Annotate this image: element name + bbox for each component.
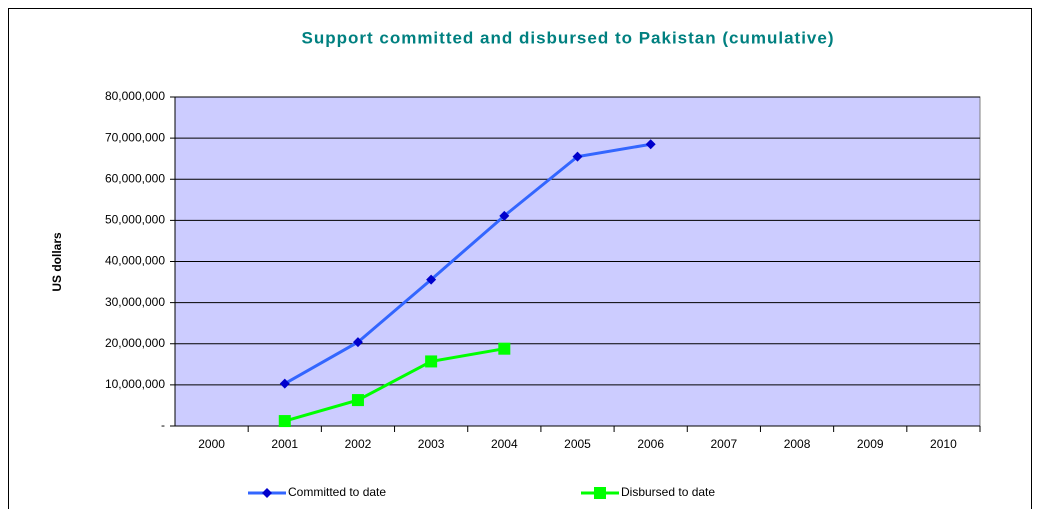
marker xyxy=(279,378,290,389)
y-axis-label: US dollars xyxy=(50,232,64,292)
marker xyxy=(499,210,510,221)
y-tick-label: 40,000,000 xyxy=(105,254,165,268)
x-tick-label: 2000 xyxy=(198,437,225,451)
legend-label: Committed to date xyxy=(288,485,386,499)
x-tick-label: 2004 xyxy=(491,437,518,451)
series-line xyxy=(284,142,651,385)
x-tick-label: 2001 xyxy=(271,437,298,451)
x-tick-label: 2006 xyxy=(637,437,664,451)
x-tick-label: 2010 xyxy=(930,437,957,451)
x-tick-label: 2003 xyxy=(418,437,445,451)
y-tick-label: 80,000,000 xyxy=(105,89,165,103)
marker xyxy=(498,342,511,355)
marker xyxy=(594,487,606,499)
x-tick-label: 2008 xyxy=(784,437,811,451)
marker xyxy=(262,488,272,498)
series-line xyxy=(284,347,505,423)
marker xyxy=(426,274,437,285)
y-tick-label: 70,000,000 xyxy=(105,130,165,144)
marker xyxy=(278,415,291,428)
chart-title: Support committed and disbursed to Pakis… xyxy=(301,28,834,47)
x-tick-label: 2005 xyxy=(564,437,591,451)
y-tick-label: 50,000,000 xyxy=(105,213,165,227)
marker xyxy=(645,139,656,150)
y-tick-label: - xyxy=(161,418,165,432)
x-tick-label: 2002 xyxy=(345,437,372,451)
marker xyxy=(572,151,583,162)
y-tick-label: 10,000,000 xyxy=(105,377,165,391)
marker xyxy=(352,337,363,348)
marker xyxy=(425,355,438,368)
y-tick-label: 60,000,000 xyxy=(105,171,165,185)
x-tick-label: 2009 xyxy=(857,437,884,451)
marker xyxy=(351,394,364,407)
x-tick-label: 2007 xyxy=(711,437,738,451)
y-tick-label: 20,000,000 xyxy=(105,336,165,350)
legend-label: Disbursed to date xyxy=(621,485,715,499)
y-tick-label: 30,000,000 xyxy=(105,295,165,309)
